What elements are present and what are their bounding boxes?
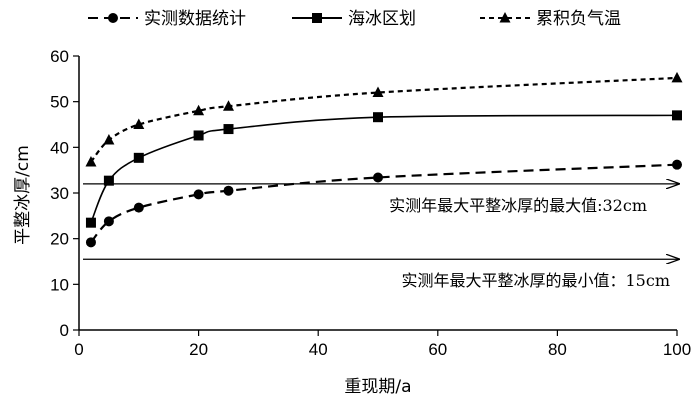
data-point (223, 124, 234, 135)
data-point (223, 100, 234, 111)
x-tick-label: 20 (189, 340, 208, 359)
data-point (671, 71, 683, 83)
series-line (90, 76, 678, 163)
data-point (133, 202, 144, 213)
data-point (193, 104, 205, 116)
legend: 实测数据统计 海冰区划 累积负气温 (88, 9, 621, 29)
data-point (672, 159, 682, 170)
legend-item: 累积负气温 (480, 9, 621, 29)
series-3 (85, 71, 683, 167)
series-line (90, 114, 678, 223)
data-point (103, 175, 114, 186)
x-tick-label: 60 (428, 340, 447, 359)
data-point (223, 185, 234, 196)
data-point (373, 172, 383, 183)
x-axis-label: 重现期/a (344, 377, 411, 397)
data-point (672, 110, 682, 121)
data-point (133, 118, 145, 129)
y-tick-label: 0 (60, 321, 69, 340)
data-point (103, 134, 115, 145)
data-point (85, 155, 97, 167)
x-tick-label: 100 (663, 340, 691, 359)
legend-label: 累积负气温 (536, 9, 621, 29)
y-tick-label: 30 (50, 184, 69, 203)
data-point (85, 217, 96, 228)
legend-item: 海冰区划 (292, 9, 416, 29)
data-point (133, 152, 144, 163)
x-tick-label: 0 (74, 340, 83, 359)
series-line (90, 163, 678, 244)
y-axis-label: 平整冰厚/cm (13, 145, 33, 245)
axes: 0 10 20 30 40 50 60 0 20 40 60 80 100 (50, 47, 691, 359)
y-tick-label: 40 (50, 138, 69, 157)
data-point (193, 130, 204, 141)
legend-marker (312, 13, 322, 23)
legend-label: 海冰区划 (348, 9, 416, 29)
legend-label: 实测数据统计 (144, 9, 246, 29)
data-point (103, 216, 114, 227)
reference-line-label: 实测年最大平整冰厚的最大值:32cm (389, 196, 647, 215)
reference-lines: 实测年最大平整冰厚的最大值:32cm 实测年最大平整冰厚的最小值：15cm (83, 184, 679, 290)
series-1 (85, 159, 682, 248)
reference-line-label: 实测年最大平整冰厚的最小值：15cm (402, 271, 671, 290)
data-point (372, 86, 384, 98)
x-tick-label: 80 (548, 340, 567, 359)
y-tick-label: 20 (50, 230, 69, 249)
legend-marker (499, 12, 511, 23)
y-tick-label: 60 (50, 47, 69, 66)
legend-item: 实测数据统计 (88, 9, 246, 29)
data-point (193, 189, 204, 200)
series-group (85, 71, 683, 248)
series-2 (85, 110, 682, 228)
y-tick-label: 50 (50, 93, 69, 112)
data-point (373, 112, 383, 123)
data-point (85, 237, 96, 248)
y-tick-label: 10 (50, 275, 69, 294)
x-tick-label: 40 (309, 340, 328, 359)
legend-marker (108, 13, 118, 23)
